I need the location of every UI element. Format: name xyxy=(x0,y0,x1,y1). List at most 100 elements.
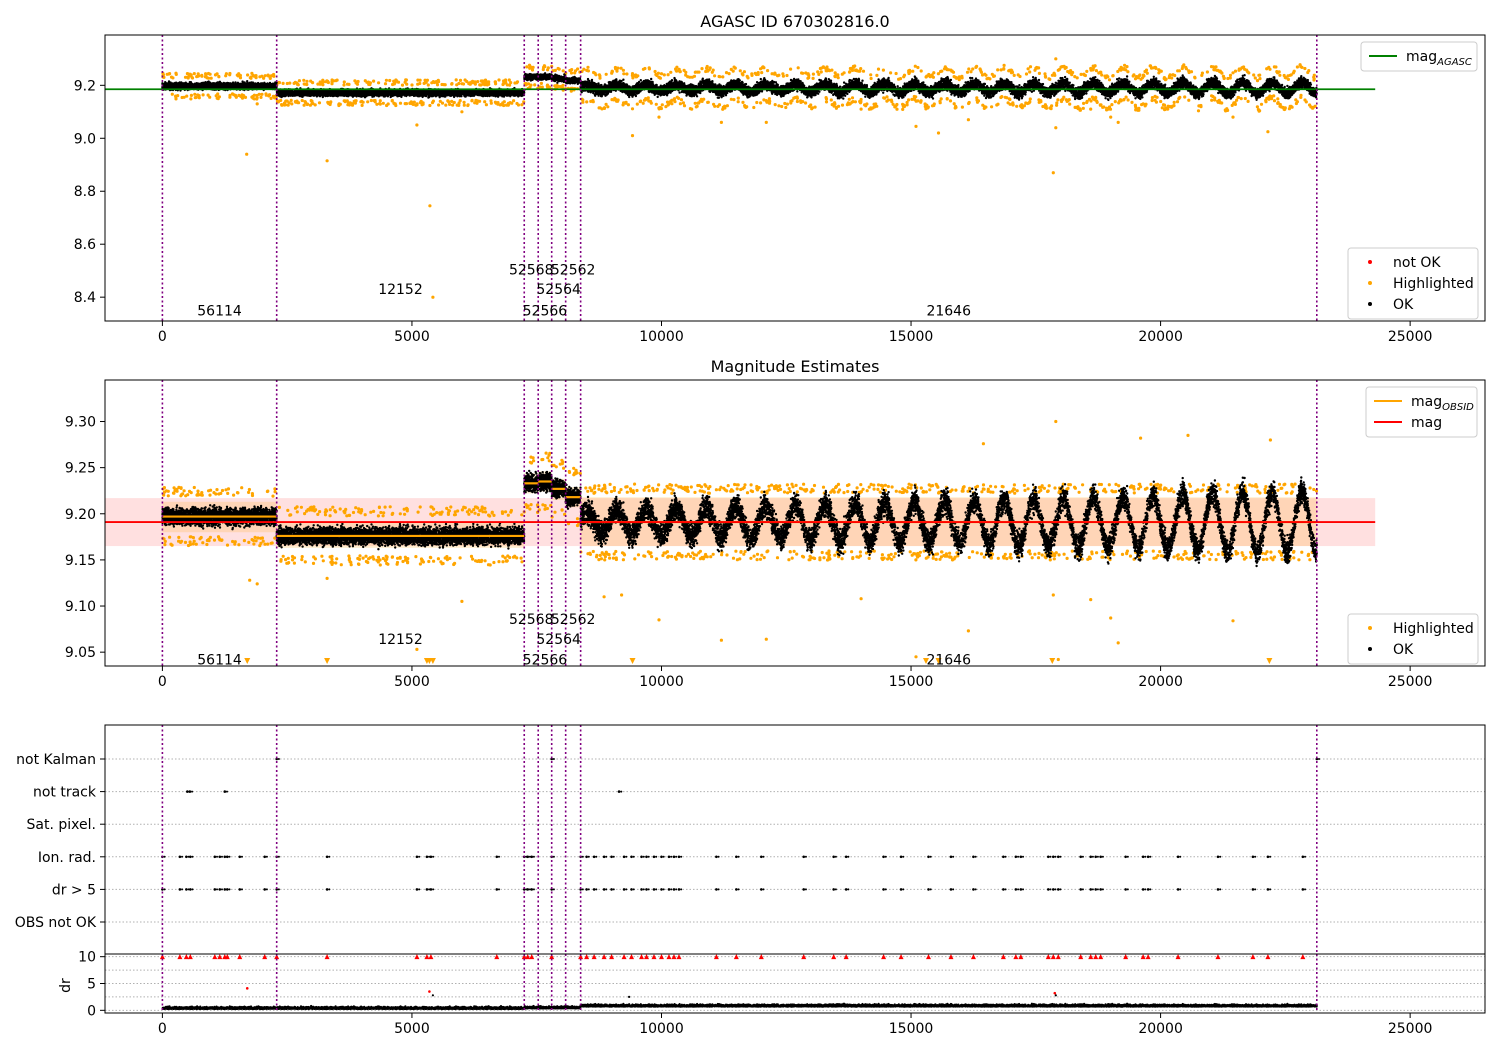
flag-point xyxy=(612,855,615,858)
clipped-low-marker xyxy=(629,658,636,664)
flag-point xyxy=(670,855,673,858)
flag-point xyxy=(585,855,588,859)
axes-frame xyxy=(104,379,1486,667)
flag-point xyxy=(432,855,435,858)
legend-point-status: Highlighted OK xyxy=(1347,613,1479,665)
flag-point xyxy=(587,888,590,891)
dr-clipped-marker xyxy=(1250,954,1256,960)
flag-point xyxy=(223,790,227,793)
magnitude-estimates-panel: 56114 12152 52568 52566 52564 52562 21646 0 5000… xyxy=(65,357,1486,690)
flag-point xyxy=(675,888,678,891)
flag-point xyxy=(899,855,903,859)
flag-point xyxy=(1014,888,1018,891)
flag-point xyxy=(1141,888,1145,891)
dr-clipped-marker xyxy=(521,954,527,960)
flag-point xyxy=(238,888,242,891)
flag-point xyxy=(974,888,977,891)
x-tick-label: 25000 xyxy=(1388,674,1433,690)
x-tick-label: 10000 xyxy=(639,674,684,690)
flag-point xyxy=(185,855,188,859)
flag-point xyxy=(1004,888,1007,891)
flag-point xyxy=(415,888,419,891)
dr-clipped-marker xyxy=(584,954,590,960)
flag-point xyxy=(1176,888,1180,891)
legend-label: Highlighted xyxy=(1393,276,1474,292)
dr-clipped-marker xyxy=(494,954,500,960)
flag-point xyxy=(610,888,613,891)
flag-point xyxy=(1059,888,1062,891)
dr-clipped-marker xyxy=(1093,954,1099,960)
flag-point xyxy=(595,855,598,858)
flag-point xyxy=(1079,888,1083,891)
flag-point xyxy=(1144,888,1147,891)
flag-point xyxy=(1046,855,1050,859)
flag-point xyxy=(660,888,663,891)
legend-label: not OK xyxy=(1393,255,1441,271)
flag-point xyxy=(228,888,231,891)
x-tick-label: 25000 xyxy=(1388,329,1433,345)
dr-clipped-marker xyxy=(1145,954,1151,960)
flag-point xyxy=(425,855,429,859)
dr-clipped-marker xyxy=(578,954,584,960)
flag-point xyxy=(717,888,720,891)
flag-point xyxy=(1219,855,1222,858)
dr-clipped-marker xyxy=(881,954,887,960)
flag-point xyxy=(884,888,887,891)
obsid-label: 52562 xyxy=(551,612,596,628)
flag-point xyxy=(497,888,500,891)
flag-point xyxy=(884,855,887,858)
flag-point xyxy=(605,888,608,891)
flag-point xyxy=(263,855,267,859)
legend-label: Highlighted xyxy=(1393,621,1474,637)
plot-area xyxy=(105,954,1485,1013)
obsid-label: 56114 xyxy=(197,303,242,319)
dr-clipped-marker xyxy=(639,954,645,960)
y-tick-label: 8.6 xyxy=(74,237,96,253)
clipped-low-marker xyxy=(935,658,942,664)
dr-clipped-marker xyxy=(224,954,230,960)
flag-point xyxy=(277,888,280,891)
dr-clipped-marker xyxy=(237,954,243,960)
dr-clipped-marker xyxy=(898,954,904,960)
dr-clipped-marker xyxy=(713,954,719,960)
dr-clipped-marker xyxy=(651,954,657,960)
x-tick-label: 20000 xyxy=(1138,674,1183,690)
dr-clipped-marker xyxy=(1018,954,1024,960)
flag-point xyxy=(1089,855,1093,859)
dr-clipped-marker xyxy=(187,954,193,960)
flag-point xyxy=(240,855,243,858)
flag-point xyxy=(1101,855,1104,858)
dr-clipped-marker xyxy=(926,954,932,960)
y-tick-label: 8.4 xyxy=(74,290,96,306)
flag-point xyxy=(428,888,431,891)
flag-point xyxy=(216,888,219,891)
plot-area: 56114 12152 52568 52566 52564 52562 21646 xyxy=(105,380,1376,666)
flag-point xyxy=(1054,855,1057,858)
dr-not-ok-point xyxy=(428,990,431,993)
flag-point xyxy=(428,855,431,858)
flag-point xyxy=(1081,855,1084,858)
obsid-label: 52568 xyxy=(509,262,554,278)
flag-point xyxy=(1101,888,1104,891)
y-tick-label: 9.20 xyxy=(65,507,96,523)
flag-point xyxy=(640,855,643,859)
flag-point xyxy=(647,888,650,891)
flag-point xyxy=(602,855,606,859)
flag-point xyxy=(1251,888,1255,891)
flag-point xyxy=(844,888,848,891)
flag-point xyxy=(974,855,977,858)
flag-point xyxy=(672,888,676,891)
dr-clipped-marker xyxy=(621,954,627,960)
dr-clipped-marker xyxy=(629,954,635,960)
dr-clipped-marker xyxy=(666,954,672,960)
y-tick-label: Sat. pixel. xyxy=(27,817,96,833)
flag-point xyxy=(1017,888,1020,891)
dr-clipped-marker xyxy=(159,954,165,960)
dr-clipped-marker xyxy=(525,954,531,960)
flag-point xyxy=(1049,855,1052,858)
flag-point xyxy=(1079,855,1083,859)
flag-point xyxy=(715,855,718,859)
x-tick-label: 0 xyxy=(158,1021,167,1037)
dr-clipped-marker xyxy=(1055,954,1061,960)
